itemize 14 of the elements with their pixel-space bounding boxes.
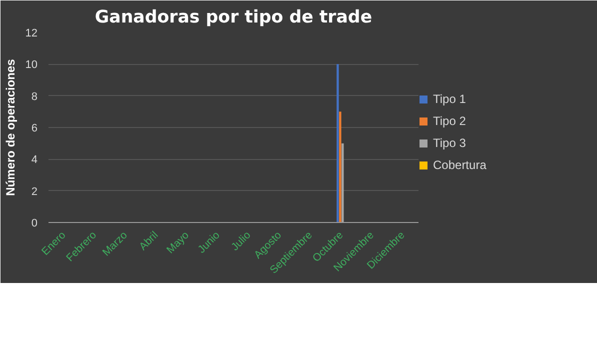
legend-label: Tipo 1: [433, 92, 466, 106]
y-tick-label: 0: [31, 218, 38, 230]
x-tick-label: Julio: [229, 229, 254, 254]
y-tick-label: 2: [31, 186, 38, 198]
y-tick-label: 10: [25, 59, 38, 72]
legend-label: Cobertura: [433, 158, 486, 172]
y-axis-title: Número de operaciones: [3, 58, 18, 196]
legend-label: Tipo 2: [433, 114, 466, 128]
y-tick-label: 8: [31, 90, 38, 103]
y-tick-label: 6: [31, 122, 38, 134]
legend-label: Tipo 3: [433, 136, 466, 150]
y-tick-label: 12: [25, 28, 38, 40]
chart-title: Ganadoras por tipo de trade: [94, 8, 372, 28]
y-tick-label: 4: [31, 154, 38, 166]
